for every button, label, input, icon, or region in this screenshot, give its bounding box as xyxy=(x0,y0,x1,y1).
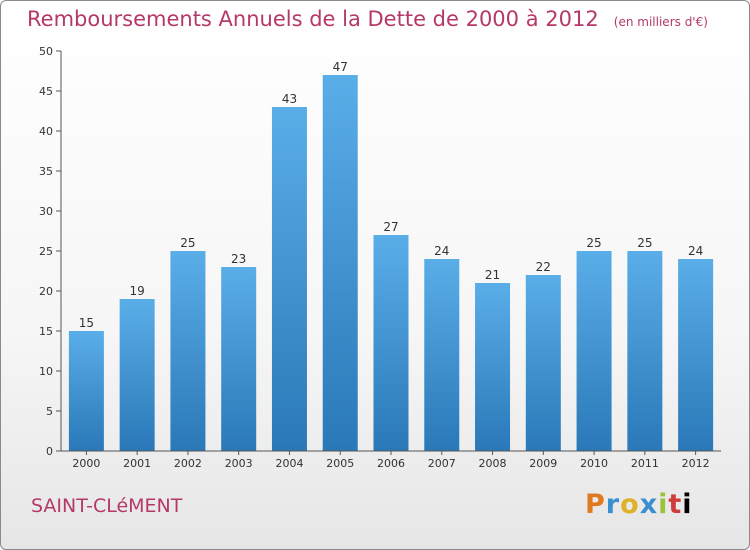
value-label-2011: 25 xyxy=(637,236,652,250)
title-row: Remboursements Annuels de la Dette de 20… xyxy=(27,7,708,31)
x-tick-label-2007: 2007 xyxy=(428,457,456,470)
value-label-2001: 19 xyxy=(130,284,145,298)
proxiti-logo[interactable]: Proxiti xyxy=(585,489,693,520)
value-label-2010: 25 xyxy=(586,236,601,250)
bar-2007 xyxy=(424,259,460,451)
y-tick-label: 0 xyxy=(46,445,53,458)
bar-2001 xyxy=(119,299,155,451)
y-tick-label: 50 xyxy=(39,45,53,58)
x-tick-label-2006: 2006 xyxy=(377,457,405,470)
value-label-2005: 47 xyxy=(333,60,348,74)
bar-2012 xyxy=(678,259,714,451)
y-tick-label: 40 xyxy=(39,125,53,138)
value-label-2012: 24 xyxy=(688,244,703,258)
y-tick-label: 10 xyxy=(39,365,53,378)
x-tick-label-2012: 2012 xyxy=(682,457,710,470)
x-tick-label-2011: 2011 xyxy=(631,457,659,470)
x-tick-label-2001: 2001 xyxy=(123,457,151,470)
x-tick-label-2008: 2008 xyxy=(479,457,507,470)
bars: 15 19 25 23 43 47 27 24 21 22 25 25 24 xyxy=(68,60,714,451)
bar-2000 xyxy=(68,331,104,451)
y-tick-label: 45 xyxy=(39,85,53,98)
commune-name: SAINT-CLéMENT xyxy=(31,495,183,517)
value-label-2002: 25 xyxy=(180,236,195,250)
bar-2002 xyxy=(170,251,206,451)
x-tick-label-2000: 2000 xyxy=(72,457,100,470)
y-tick-label: 35 xyxy=(39,165,53,178)
x-axis: 2000 2001 2002 2003 2004 2005 2006 2007 2008 2009… xyxy=(61,450,721,470)
value-label-2004: 43 xyxy=(282,92,297,106)
x-tick-label-2005: 2005 xyxy=(326,457,354,470)
bar-2005 xyxy=(322,75,358,451)
bar-2011 xyxy=(627,251,663,451)
chart-subtitle: (en milliers d'€) xyxy=(613,15,708,29)
bar-2006 xyxy=(373,235,409,451)
y-tick-label: 15 xyxy=(39,325,53,338)
y-tick-label: 25 xyxy=(39,245,53,258)
x-tick-label-2009: 2009 xyxy=(529,457,557,470)
value-label-2006: 27 xyxy=(383,220,398,234)
x-tick-label-2002: 2002 xyxy=(174,457,202,470)
y-tick-label: 30 xyxy=(39,205,53,218)
x-tick-label-2003: 2003 xyxy=(225,457,253,470)
bar-2010 xyxy=(576,251,612,451)
value-label-2008: 21 xyxy=(485,268,500,282)
x-tick-label-2010: 2010 xyxy=(580,457,608,470)
y-tick-label: 5 xyxy=(46,405,53,418)
value-label-2003: 23 xyxy=(231,252,246,266)
chart-title: Remboursements Annuels de la Dette de 20… xyxy=(27,7,599,31)
x-tick-label-2004: 2004 xyxy=(275,457,303,470)
bar-2003 xyxy=(221,267,257,451)
y-axis: 0 5 10 15 20 25 30 35 40 45 50 xyxy=(39,45,62,458)
bar-2008 xyxy=(475,283,511,451)
value-label-2007: 24 xyxy=(434,244,449,258)
y-tick-label: 20 xyxy=(39,285,53,298)
value-label-2009: 22 xyxy=(536,260,551,274)
value-label-2000: 15 xyxy=(79,316,94,330)
bar-2009 xyxy=(525,275,561,451)
bar-2004 xyxy=(271,107,307,451)
